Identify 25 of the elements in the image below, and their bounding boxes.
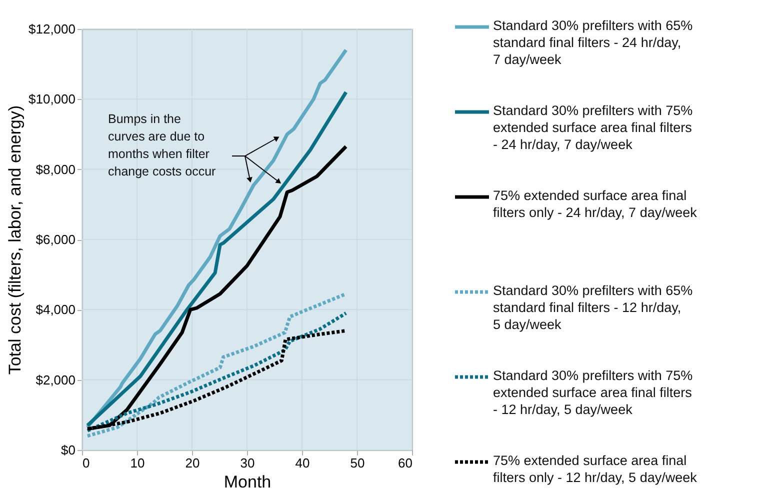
legend-label: Standard 30% prefilters with 65% standard final filters - 24 hr/day, 7 day/week — [493, 18, 693, 67]
y-tick-label: $10,000 — [28, 92, 76, 107]
y-axis-title: Total cost (filters, labor, and energy) — [6, 105, 25, 375]
y-tick-label: $0 — [61, 442, 76, 458]
x-tick-label: 30 — [240, 456, 255, 470]
x-tick-label: 40 — [295, 456, 310, 470]
y-tick-label: $6,000 — [36, 232, 76, 247]
x-tick-label: 20 — [185, 456, 200, 470]
legend-label: Standard 30% prefilters with 75% extended surface area final filters - 24 hr/day, 7 day/week — [493, 103, 693, 152]
y-tick-label: $8,000 — [36, 162, 76, 177]
annotation: Bumps in the curves are due to months when filter change costs occur — [108, 112, 216, 178]
y-tick-label: $2,000 — [36, 372, 76, 388]
y-tick-label: $12,000 — [28, 22, 76, 36]
legend-label: 75% extended surface area final filters only - 12 hr/day, 5 day/week — [493, 453, 698, 485]
line-series — [86, 311, 348, 432]
x-tick-label: 50 — [350, 456, 365, 470]
x-tick-label: 10 — [130, 456, 145, 470]
legend-label: Standard 30% prefilters with 75% extended surface area final filters - 12 hr/day, 5 day/week — [493, 368, 693, 417]
line-series — [86, 292, 348, 438]
x-tick-label: 0 — [82, 456, 90, 470]
legend-label: Standard 30% prefilters with 65% standard final filters - 12 hr/day, 5 day/week — [493, 283, 693, 332]
y-tick-label: $4,000 — [36, 302, 76, 318]
x-tick-label: 60 — [398, 456, 412, 470]
legend-label: 75% extended surface area final filters only - 24 hr/day, 7 day/week — [493, 188, 698, 220]
x-axis-title: Month — [224, 472, 272, 492]
